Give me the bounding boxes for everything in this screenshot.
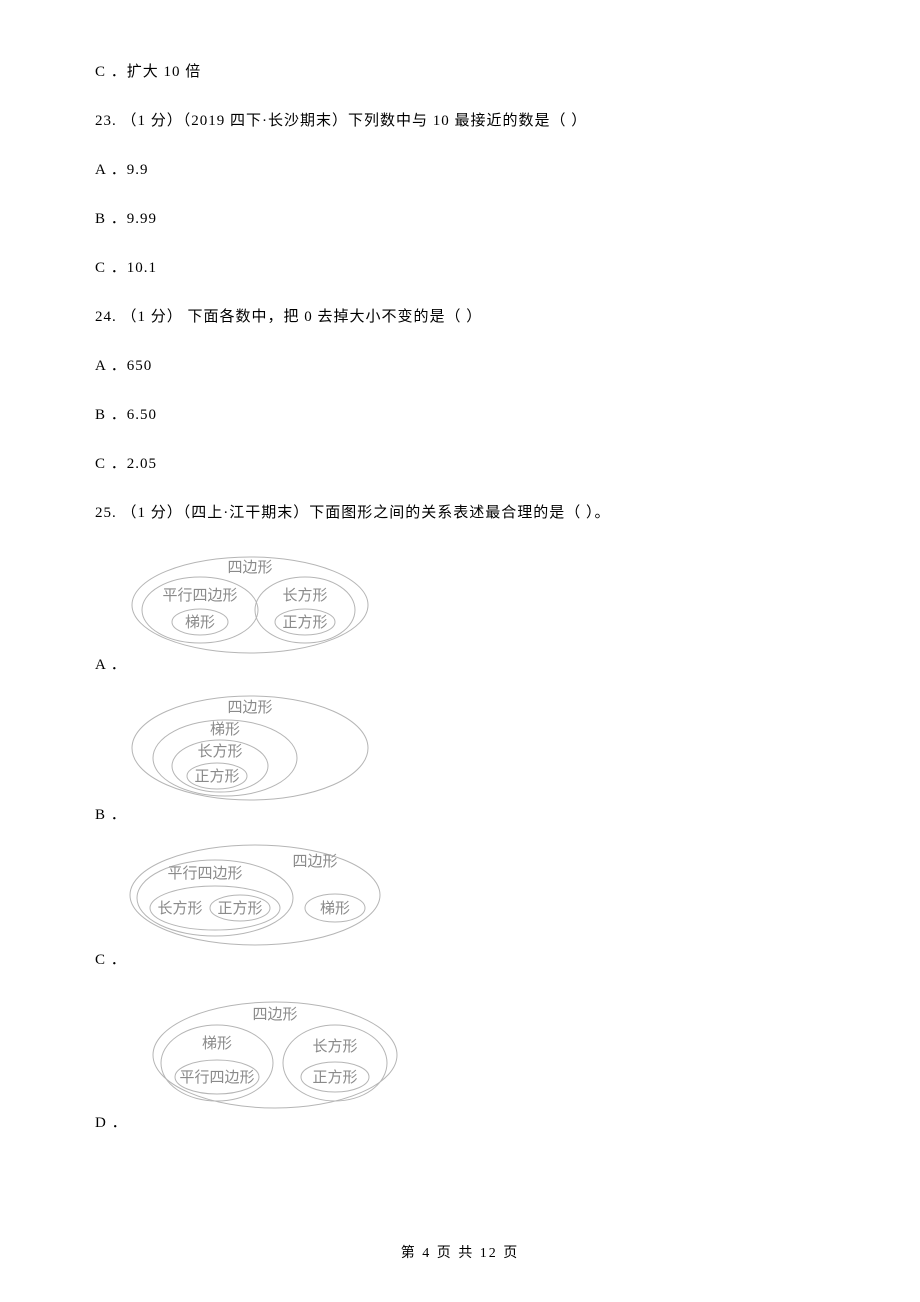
q25-letter-b: B ． [95, 803, 825, 824]
page-footer: 第 4 页 共 12 页 [0, 1242, 920, 1262]
svg-text:梯形: 梯形 [320, 900, 350, 917]
diagram-d: 四边形 梯形 平行四边形 长方形 正方形 [145, 993, 405, 1113]
svg-text:正方形: 正方形 [282, 614, 327, 631]
q24-option-b: B ．6.50 [95, 403, 825, 424]
svg-text:正方形: 正方形 [312, 1069, 357, 1086]
prev-option-c: C ．扩大 10 倍 [95, 60, 825, 81]
svg-text:四边形: 四边形 [227, 699, 272, 716]
q23-option-b: B ．9.99 [95, 207, 825, 228]
svg-text:四边形: 四边形 [227, 559, 272, 576]
svg-text:正方形: 正方形 [194, 768, 239, 785]
q25-letter-d: D ． [95, 1111, 825, 1132]
q25-option-a: 四边形 平行四边形 梯形 长方形 正方形 [95, 550, 825, 655]
svg-text:正方形: 正方形 [217, 900, 262, 917]
q25-option-b: 四边形 梯形 长方形 正方形 [95, 690, 825, 805]
q23-option-c: C ．10.1 [95, 256, 825, 277]
q25-letter-a: A ． [95, 653, 825, 674]
diagram-b: 四边形 梯形 长方形 正方形 [125, 690, 375, 805]
svg-text:长方形: 长方形 [157, 900, 202, 917]
svg-text:四边形: 四边形 [252, 1006, 297, 1023]
svg-text:四边形: 四边形 [292, 853, 337, 870]
diagram-a: 四边形 平行四边形 梯形 长方形 正方形 [125, 550, 375, 655]
q23-option-a: A ．9.9 [95, 158, 825, 179]
q25-option-c: 四边形 平行四边形 长方形 正方形 梯形 [95, 840, 825, 950]
q24-option-c: C ．2.05 [95, 452, 825, 473]
q24-stem: 24. （1 分） 下面各数中，把 0 去掉大小不变的是（ ） [95, 305, 825, 326]
svg-text:长方形: 长方形 [197, 743, 242, 760]
svg-text:平行四边形: 平行四边形 [179, 1069, 254, 1086]
q24-option-a: A ．650 [95, 354, 825, 375]
svg-text:梯形: 梯形 [210, 721, 240, 738]
q25-stem: 25. （1 分）（四上·江干期末）下面图形之间的关系表述最合理的是（ ）。 [95, 501, 825, 522]
q23-stem: 23. （1 分）（2019 四下·长沙期末）下列数中与 10 最接近的数是（ … [95, 109, 825, 130]
svg-text:长方形: 长方形 [282, 587, 327, 604]
q25-letter-c: C ． [95, 948, 825, 969]
svg-text:梯形: 梯形 [185, 614, 215, 631]
svg-text:长方形: 长方形 [312, 1038, 357, 1055]
svg-text:梯形: 梯形 [202, 1035, 232, 1052]
diagram-c: 四边形 平行四边形 长方形 正方形 梯形 [125, 840, 385, 950]
svg-text:平行四边形: 平行四边形 [167, 865, 242, 882]
q25-option-d: 四边形 梯形 平行四边形 长方形 正方形 [95, 993, 825, 1113]
svg-text:平行四边形: 平行四边形 [162, 587, 237, 604]
